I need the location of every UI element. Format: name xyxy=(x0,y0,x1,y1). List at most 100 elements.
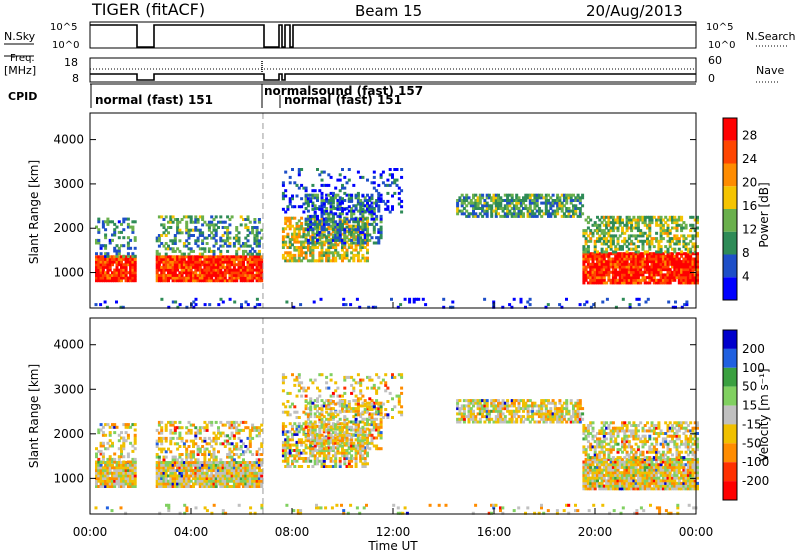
echo-cell xyxy=(109,455,112,458)
echo-cell xyxy=(581,196,584,199)
echo-cell xyxy=(210,421,213,424)
echo-cell xyxy=(617,240,620,243)
echo-cell xyxy=(318,454,321,457)
echo-cell xyxy=(249,250,252,253)
echo-cell xyxy=(100,464,103,467)
echo-cell xyxy=(197,237,200,240)
echo-cell xyxy=(499,204,502,207)
echo-cell xyxy=(251,247,254,250)
echo-cell xyxy=(192,440,195,443)
echo-cell xyxy=(536,199,539,202)
echo-cell xyxy=(531,210,534,213)
echo-cell xyxy=(621,245,624,248)
echo-cell xyxy=(165,229,168,232)
echo-cell xyxy=(623,232,626,235)
echo-cell xyxy=(558,303,561,306)
echo-cell xyxy=(529,204,532,207)
echo-cell xyxy=(357,254,360,257)
echo-cell xyxy=(233,266,236,269)
echo-cell xyxy=(251,453,254,456)
echo-cell xyxy=(233,245,236,248)
echo-cell xyxy=(122,455,125,458)
echo-cell xyxy=(639,229,642,232)
echo-cell xyxy=(366,249,369,252)
echo-cell xyxy=(111,442,114,445)
echo-cell xyxy=(361,439,364,442)
echo-cell xyxy=(610,245,613,248)
echo-cell xyxy=(307,239,310,242)
echo-cell xyxy=(361,454,364,457)
echo-cell xyxy=(102,445,105,448)
echo-cell xyxy=(188,477,191,480)
echo-cell xyxy=(327,242,330,245)
echo-cell xyxy=(291,438,294,441)
echo-cell xyxy=(587,260,590,263)
echo-cell xyxy=(215,434,218,437)
echo-cell xyxy=(380,197,383,200)
echo-cell xyxy=(330,211,333,214)
echo-cell xyxy=(662,219,665,222)
echo-cell xyxy=(215,234,218,237)
echo-cell xyxy=(568,207,571,210)
echo-cell xyxy=(497,194,500,197)
echo-cell xyxy=(561,202,564,205)
echo-cell xyxy=(134,277,137,280)
echo-cell xyxy=(240,215,243,218)
echo-cell xyxy=(131,445,134,448)
echo-cell xyxy=(192,450,195,453)
echo-cell xyxy=(508,303,511,306)
echo-cell xyxy=(190,247,193,250)
echo-cell xyxy=(644,221,647,224)
echo-cell xyxy=(285,301,288,304)
echo-cell xyxy=(233,261,236,264)
echo-cell xyxy=(298,430,301,433)
echo-cell xyxy=(251,253,254,256)
echo-cell xyxy=(169,226,172,229)
echo-cell xyxy=(134,442,137,445)
echo-cell xyxy=(341,212,344,215)
echo-cell xyxy=(483,199,486,202)
echo-cell xyxy=(298,219,301,222)
echo-cell xyxy=(282,422,285,425)
echo-cell xyxy=(357,251,360,254)
echo-cell xyxy=(321,211,324,214)
echo-cell xyxy=(251,424,254,427)
echo-cell xyxy=(104,244,107,247)
echo-cell xyxy=(169,450,172,453)
echo-cell xyxy=(158,253,161,256)
echo-cell xyxy=(332,202,335,205)
echo-cell xyxy=(314,189,317,192)
echo-cell xyxy=(210,231,213,234)
echo-cell xyxy=(318,223,321,226)
echo-cell xyxy=(176,269,179,272)
echo-cell xyxy=(391,208,394,211)
echo-cell xyxy=(607,232,610,235)
echo-cell xyxy=(332,199,335,202)
echo-cell xyxy=(122,220,125,223)
echo-cell xyxy=(361,254,364,257)
echo-cell xyxy=(605,237,608,240)
echo-cell xyxy=(307,439,310,442)
echo-cell xyxy=(343,220,346,223)
echo-cell xyxy=(284,425,287,428)
echo-cell xyxy=(359,236,362,239)
echo-cell xyxy=(160,440,163,443)
echo-cell xyxy=(520,210,523,213)
echo-cell xyxy=(284,195,287,198)
echo-cell xyxy=(361,231,364,234)
echo-cell xyxy=(260,445,263,448)
echo-cell xyxy=(361,239,364,242)
echo-cell xyxy=(282,238,285,241)
echo-cell xyxy=(323,205,326,208)
echo-cell xyxy=(314,204,317,207)
echo-cell xyxy=(355,246,358,249)
echo-cell xyxy=(377,210,380,213)
echo-cell xyxy=(309,218,312,221)
echo-cell xyxy=(224,424,227,427)
echo-cell xyxy=(547,194,550,197)
echo-cell xyxy=(289,241,292,244)
echo-cell xyxy=(118,252,121,255)
echo-cell xyxy=(134,439,137,442)
echo-cell xyxy=(359,218,362,221)
echo-cell xyxy=(334,465,337,468)
